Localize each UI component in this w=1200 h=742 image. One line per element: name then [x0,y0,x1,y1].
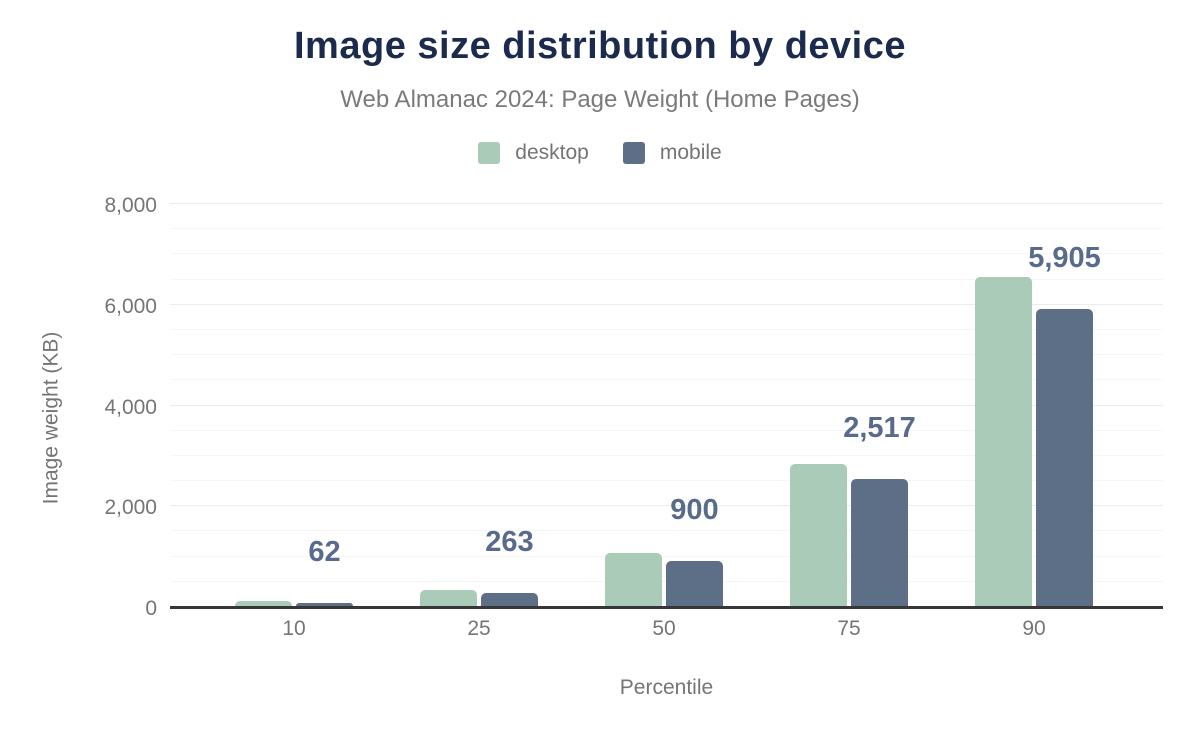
bar-desktop-p25[interactable] [420,589,477,606]
bar-desktop-p10[interactable] [235,600,292,606]
gridline-major [170,203,1163,204]
gridline-minor [170,555,1163,557]
bar-value-label-p25: 263 [485,525,534,558]
bar-mobile-p25[interactable] [481,592,538,606]
bar-mobile-p75[interactable] [851,479,908,606]
y-tick-label: 2,000 [104,496,157,520]
bar-value-label-p50: 900 [670,493,719,526]
x-tick-label-75: 75 [837,617,861,640]
legend-swatch-icon [622,142,645,164]
y-tick-label: 8,000 [104,194,157,217]
x-tick-label-90: 90 [1022,617,1046,640]
bar-desktop-p50[interactable] [605,553,662,606]
gridline-major [170,505,1163,507]
gridline-minor [170,454,1163,456]
gridline-major [170,303,1163,305]
x-tick-label-25: 25 [467,617,491,640]
legend-label: desktop [515,141,589,164]
x-tick-label-10: 10 [282,617,306,640]
bar-value-label-p10: 62 [308,535,341,568]
x-axis-title: Percentile [619,676,714,699]
gridline-minor [170,253,1163,255]
gridline-minor [170,379,1163,381]
bar-value-label-p90: 5,905 [1028,241,1101,274]
gridline-minor [170,480,1163,482]
gridline-minor [170,278,1163,280]
chart-title: Image size distribution by device [294,25,906,67]
legend-item-desktop: desktop [478,141,589,165]
y-tick-label: 6,000 [104,294,157,318]
y-tick-label: 0 [145,597,157,620]
gridline-minor [170,530,1163,532]
bar-desktop-p90[interactable] [975,276,1032,606]
gridline-minor [170,429,1163,431]
plot-area: 62 263 900 2,517 5,905 [170,203,1163,609]
legend-item-mobile: mobile [622,141,722,165]
legend: desktop mobile [0,141,1200,165]
bar-mobile-p10[interactable] [296,602,353,606]
bar-value-label-p75: 2,517 [843,412,916,445]
gridline-minor [170,354,1163,356]
bar-mobile-p90[interactable] [1036,308,1093,606]
legend-swatch-icon [478,142,501,164]
bar-mobile-p50[interactable] [666,560,723,606]
x-tick-label-50: 50 [652,617,676,640]
gridline-minor [170,328,1163,330]
y-tick-label: 4,000 [104,395,157,419]
legend-label: mobile [659,141,722,164]
bar-desktop-p75[interactable] [790,463,847,606]
gridline-minor [170,228,1163,230]
gridline-major [170,404,1163,406]
chart-subtitle: Web Almanac 2024: Page Weight (Home Page… [340,86,860,113]
